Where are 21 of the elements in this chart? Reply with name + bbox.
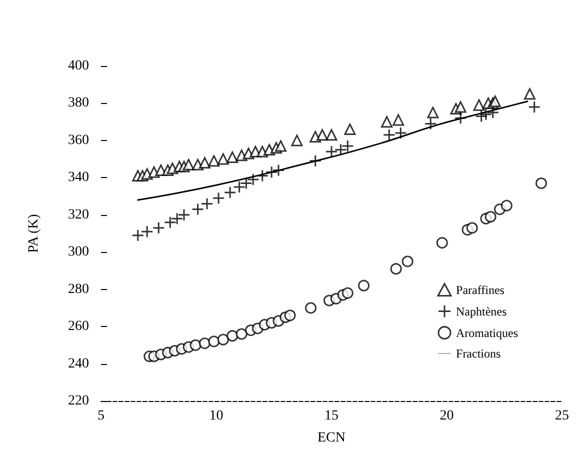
legend-label: Naphtènes	[456, 304, 507, 318]
legend-label: Paraffines	[456, 282, 505, 297]
y-tick-label: 260	[68, 319, 89, 334]
legend-label: Fractions	[456, 346, 502, 360]
y-tick-label: 400	[68, 58, 89, 74]
x-tick-label: 5	[98, 408, 104, 424]
y-tick-label: 240	[68, 356, 89, 372]
x-tick-label: 20	[440, 408, 454, 424]
legend-label: Aromatiques	[456, 326, 518, 340]
y-tick-label: 300	[68, 244, 89, 260]
x-tick-label: 25	[555, 408, 569, 424]
y-tick-label: 360	[68, 132, 89, 148]
y-axis-title: PA (K)	[26, 214, 42, 253]
x-tick-label: 15	[324, 408, 338, 424]
y-tick-label: 220	[68, 394, 89, 408]
y-tick-label: 280	[68, 282, 89, 297]
y-tick-label: 340	[68, 170, 89, 186]
x-axis-title: ECN	[318, 430, 346, 446]
y-tick-label: 320	[68, 207, 89, 222]
y-tick-label: 380	[68, 96, 89, 111]
x-tick-label: 10	[209, 408, 224, 424]
